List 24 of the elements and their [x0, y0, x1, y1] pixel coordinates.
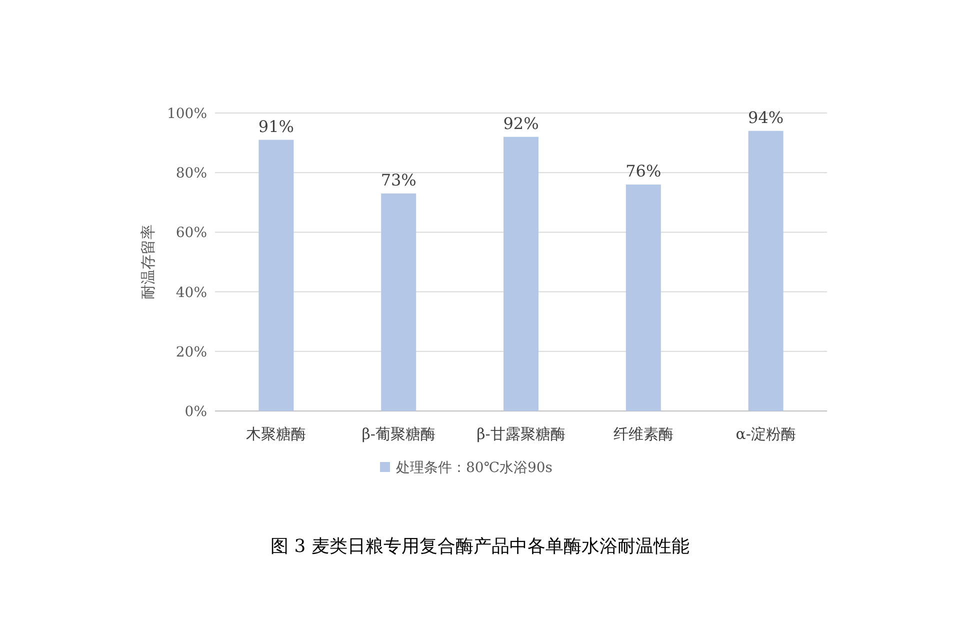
x-tick-label: β-甘露聚糖酶 — [476, 425, 566, 443]
data-label: 92% — [503, 114, 539, 133]
text: 图 3 麦类日粮专用复合酶产品中各单酶水浴耐温性能 — [270, 536, 690, 557]
bar — [504, 136, 538, 411]
y-tick-label: 0% — [184, 404, 207, 420]
bar — [381, 193, 416, 411]
data-label: 94% — [748, 108, 784, 127]
x-tick-label: β-葡聚糖酶 — [362, 425, 436, 443]
y-tick-label: 40% — [176, 284, 207, 301]
data-label: 76% — [626, 162, 662, 181]
y-tick-label: 60% — [176, 225, 207, 242]
bar — [258, 140, 294, 411]
legend: 处理条件：80℃水浴90s — [380, 460, 552, 476]
x-tick-label: 纤维素酶 — [613, 425, 674, 443]
bar — [626, 184, 661, 411]
data-label: 91% — [258, 116, 294, 136]
y-tick-label: 20% — [176, 344, 207, 360]
y-tick-label: 100% — [166, 106, 207, 122]
data-label: 73% — [380, 170, 416, 190]
bar — [748, 130, 784, 411]
x-tick-label: α-淀粉酶 — [736, 425, 796, 443]
x-tick-label: 木聚糖酶 — [246, 425, 306, 443]
y-tick-label: 80% — [176, 166, 207, 182]
y-axis-title: 耐温存留率 — [139, 224, 157, 300]
